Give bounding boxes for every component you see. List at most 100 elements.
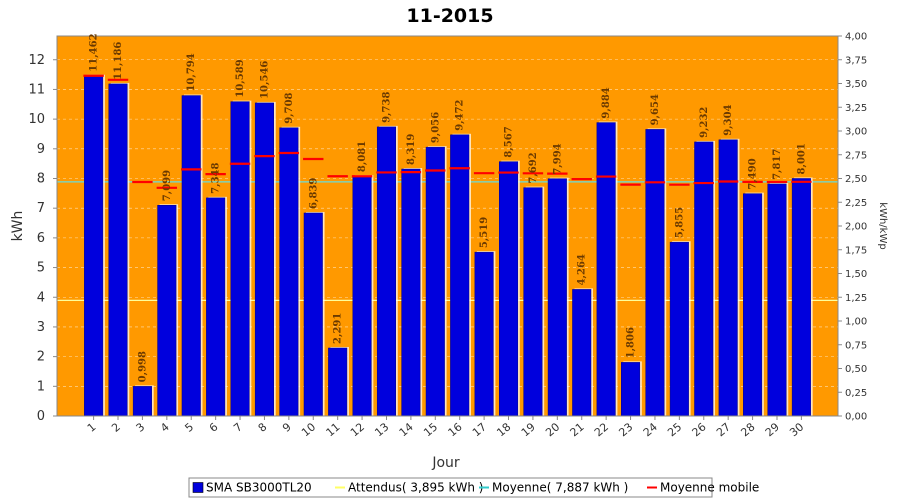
y-tick-label: 12 xyxy=(28,53,45,68)
bar xyxy=(108,83,128,417)
x-tick-label: 26 xyxy=(690,420,709,439)
y2-tick-label: 1,75 xyxy=(845,245,867,256)
data-label: 8,081 xyxy=(357,141,368,172)
data-label: 9,304 xyxy=(723,104,734,135)
axes: 01234567891011120,000,250,500,751,001,25… xyxy=(28,32,867,440)
x-tick-label: 21 xyxy=(568,420,587,439)
y-tick-label: 0 xyxy=(37,409,45,424)
y2-axis-label: kWh/kWp xyxy=(877,202,888,249)
x-tick-label: 17 xyxy=(470,420,489,439)
data-label: 7,348 xyxy=(211,163,222,194)
bar xyxy=(523,187,543,417)
x-tick-label: 9 xyxy=(280,420,294,434)
x-axis-label: Jour xyxy=(431,455,460,471)
data-label: 0,998 xyxy=(137,351,148,382)
data-label: 9,738 xyxy=(381,92,392,123)
legend-label: Moyenne( 7,887 kWh ) xyxy=(492,481,628,495)
y-tick-label: 7 xyxy=(37,201,45,216)
data-label: 11,186 xyxy=(113,42,124,80)
data-label: 9,884 xyxy=(601,87,612,118)
data-label: 2,291 xyxy=(333,313,344,344)
y-tick-label: 9 xyxy=(37,142,45,157)
bar xyxy=(303,212,323,417)
bar xyxy=(743,193,763,417)
x-tick-label: 14 xyxy=(397,420,416,439)
x-tick-label: 10 xyxy=(299,420,318,439)
x-tick-label: 5 xyxy=(182,420,196,434)
bar xyxy=(132,386,152,417)
bar xyxy=(596,122,616,417)
x-tick-label: 29 xyxy=(763,420,782,439)
data-label: 10,546 xyxy=(259,61,270,99)
y2-tick-label: 1,25 xyxy=(845,293,867,304)
bar xyxy=(279,127,299,417)
x-tick-label: 13 xyxy=(372,420,391,439)
legend-label: Moyenne mobile xyxy=(660,481,759,495)
x-tick-label: 30 xyxy=(787,420,806,439)
data-label: 9,708 xyxy=(284,92,295,123)
x-tick-label: 11 xyxy=(324,420,343,439)
x-tick-label: 24 xyxy=(641,420,660,439)
data-label: 1,806 xyxy=(626,327,637,358)
data-label: 6,839 xyxy=(308,178,319,209)
bar xyxy=(645,129,665,417)
y2-tick-label: 4,00 xyxy=(845,32,867,43)
data-label: 8,001 xyxy=(796,143,807,174)
x-tick-label: 8 xyxy=(256,420,270,434)
bar xyxy=(498,161,519,417)
y2-tick-label: 0,50 xyxy=(845,364,867,375)
x-tick-label: 20 xyxy=(543,420,562,439)
y-tick-label: 10 xyxy=(28,112,45,127)
y-tick-label: 5 xyxy=(37,261,45,276)
legend: SMA SB3000TL20 Attendus( 3,895 kWh ) Moyen… xyxy=(188,477,759,498)
y-tick-label: 8 xyxy=(37,172,45,187)
y2-tick-label: 0,00 xyxy=(845,412,867,423)
data-label: 8,567 xyxy=(504,126,515,157)
y-axis-label: kWh xyxy=(10,211,26,242)
y2-tick-label: 2,25 xyxy=(845,198,867,209)
y-tick-label: 11 xyxy=(28,82,45,97)
x-tick-label: 27 xyxy=(714,420,733,439)
bars xyxy=(84,74,813,417)
y2-tick-label: 3,75 xyxy=(845,55,867,66)
y2-tick-label: 3,50 xyxy=(845,79,867,90)
x-tick-label: 1 xyxy=(85,420,99,434)
y2-tick-label: 3,25 xyxy=(845,103,867,114)
x-tick-label: 15 xyxy=(421,420,440,439)
data-label: 5,519 xyxy=(479,217,490,248)
data-label: 7,099 xyxy=(162,170,173,201)
bar xyxy=(401,168,421,417)
bar xyxy=(254,102,274,417)
bar xyxy=(230,101,250,417)
y-tick-label: 3 xyxy=(37,320,45,335)
data-label: 7,692 xyxy=(528,152,539,183)
x-tick-label: 3 xyxy=(134,420,148,434)
data-label: 5,855 xyxy=(674,207,685,238)
data-label: 10,589 xyxy=(235,59,246,97)
y-tick-label: 6 xyxy=(37,231,45,246)
bar xyxy=(84,75,104,417)
bar xyxy=(450,134,470,417)
data-label: 7,817 xyxy=(772,149,783,180)
bar xyxy=(206,197,226,417)
legend-box xyxy=(188,477,713,498)
data-labels: 11,462 11,186 0,998 7,099 10,794 7,348 10,589 1… xyxy=(89,33,808,382)
y2-tick-label: 3,00 xyxy=(845,127,867,138)
x-tick-label: 6 xyxy=(207,420,221,434)
x-tick-label: 28 xyxy=(738,420,757,439)
legend-swatch xyxy=(192,482,204,493)
moving-average-marks xyxy=(83,74,812,189)
data-label: 7,994 xyxy=(552,143,563,174)
y2-tick-label: 1,50 xyxy=(845,269,867,280)
chart-title: 11-2015 xyxy=(406,5,493,27)
y2-tick-label: 1,00 xyxy=(845,317,867,328)
bar xyxy=(181,95,201,417)
x-tick-label: 4 xyxy=(158,420,172,434)
x-tick-label: 12 xyxy=(348,420,367,439)
y2-tick-label: 2,50 xyxy=(845,174,867,185)
x-tick-label: 22 xyxy=(592,420,611,439)
y2-tick-label: 0,25 xyxy=(845,388,867,399)
data-label: 4,264 xyxy=(577,254,588,285)
bar xyxy=(157,204,177,417)
